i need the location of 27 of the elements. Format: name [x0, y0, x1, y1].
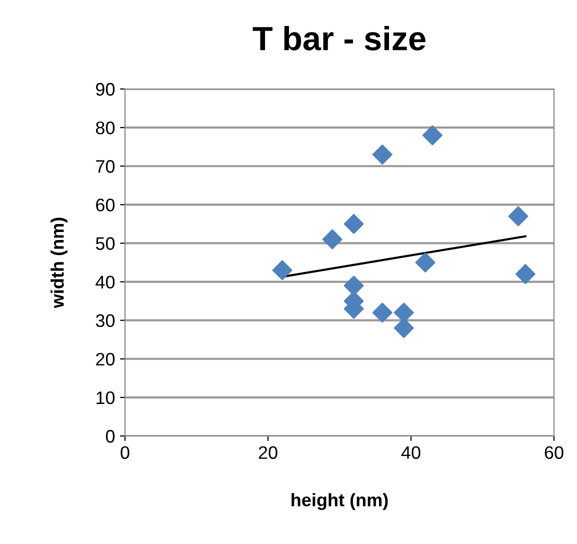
y-tick-label: 40	[96, 276, 115, 288]
y-tick-label: 50	[96, 237, 115, 250]
x-axis-title: height (nm)	[292, 493, 388, 510]
y-tick-label: 30	[96, 314, 115, 328]
x-tick-label: 60	[544, 446, 564, 459]
chart-title: T bar - size	[252, 26, 426, 50]
y-tick-label: 20	[96, 352, 115, 366]
point	[344, 214, 364, 234]
y-tick-label: 80	[96, 121, 115, 134]
x-tick-label: 40	[401, 446, 420, 459]
point	[322, 229, 342, 250]
point	[515, 264, 536, 284]
point	[372, 144, 392, 165]
point	[372, 302, 392, 323]
y-axis-title: width (nm)	[50, 218, 68, 308]
x-tick-label: 20	[258, 446, 278, 459]
point	[415, 252, 436, 273]
point	[394, 318, 414, 338]
point	[422, 125, 442, 146]
y-tick-label: 0	[106, 430, 115, 443]
y-tick-label: 10	[96, 391, 115, 404]
y-tick-label: 60	[96, 198, 115, 212]
x-tick-label: 0	[120, 446, 130, 459]
y-tick-label: 70	[96, 160, 115, 173]
point	[508, 206, 528, 226]
point	[272, 260, 292, 280]
y-tick-label: 90	[96, 82, 115, 96]
